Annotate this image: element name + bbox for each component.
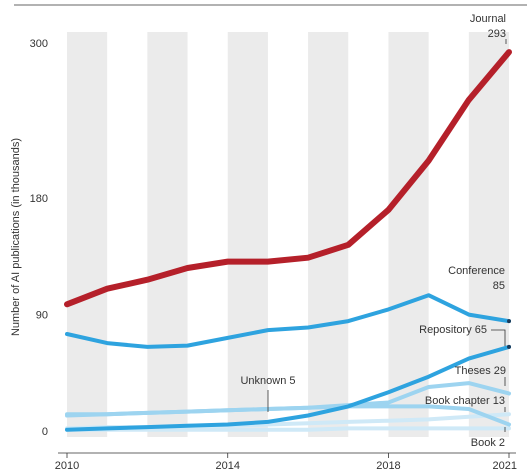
annotation-label-conference: Conference: [448, 265, 505, 277]
annotation-leader-repository: [491, 329, 506, 346]
annotation-label-conference: 85: [493, 280, 505, 292]
series-line-conference: [65, 293, 511, 349]
background-band: [227, 32, 268, 437]
background-band: [308, 32, 349, 437]
series-lines: [64, 49, 512, 432]
background-band: [388, 32, 429, 437]
x-axis: 2010 2014 2018 2021: [55, 452, 517, 472]
y-tick-label: 0: [42, 426, 48, 438]
annotation-label-repository: Repository 65: [419, 324, 487, 336]
y-tick-label: 300: [30, 38, 48, 50]
background-band: [468, 32, 509, 437]
annotation-label-unknown: Unknown 5: [240, 375, 295, 387]
y-tick-label: 90: [36, 310, 48, 322]
annotation-label-book: Book 2: [471, 437, 505, 449]
background-band: [147, 32, 188, 437]
annotation-label-theses: Theses 29: [455, 365, 506, 377]
end-point-conference: [507, 319, 511, 324]
series-line-journal: [64, 49, 512, 308]
x-tick-label: 2021: [493, 460, 517, 472]
y-tick-label: 180: [30, 193, 48, 205]
y-axis: 0 90 180 300: [30, 38, 48, 438]
x-tick-label: 2018: [376, 460, 400, 472]
annotation-label-journal: Journal: [470, 13, 506, 25]
annotation-label-journal: 293: [488, 28, 506, 40]
series-line-repository: [65, 344, 511, 432]
x-tick-label: 2010: [55, 460, 79, 472]
y-axis-label: Number of AI publications (in thousands): [10, 138, 22, 336]
annotation-label-book-chapter: Book chapter 13: [425, 395, 505, 407]
background-band: [67, 32, 108, 437]
series-line-book: [65, 426, 511, 432]
series-line-theses: [65, 381, 511, 418]
background-bands: [67, 32, 509, 437]
annotations: Journal 293 Conference 85 Repository 65 These…: [240, 13, 507, 449]
end-point-repository: [507, 344, 511, 349]
x-tick-label: 2014: [215, 460, 239, 472]
